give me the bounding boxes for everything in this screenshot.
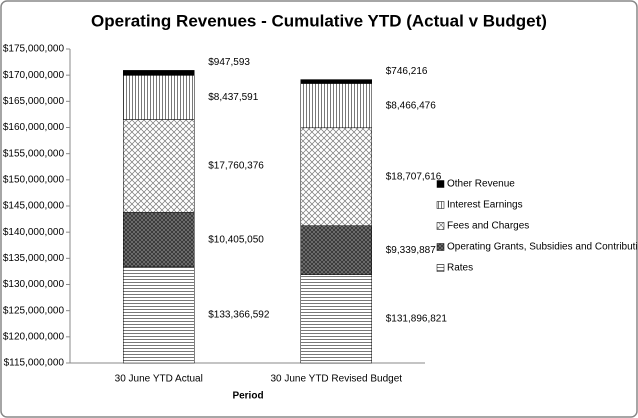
bar-segment [123, 75, 195, 120]
y-tick-label: $160,000,000 [3, 122, 65, 133]
legend-label: Interest Earnings [447, 200, 523, 211]
legend-label: Fees and Charges [447, 221, 529, 232]
bar-segment [300, 225, 372, 275]
y-tick-label: $125,000,000 [3, 305, 65, 316]
y-tick-label: $175,000,000 [3, 44, 65, 55]
y-tick-label: $150,000,000 [3, 174, 65, 185]
bar-segment [300, 274, 372, 364]
y-tick-label: $165,000,000 [3, 96, 65, 107]
y-tick-label: $135,000,000 [3, 253, 65, 264]
legend-label: Rates [447, 263, 473, 274]
bar-segment [123, 266, 195, 364]
bar-segment [300, 79, 372, 84]
x-tick-label: 30 June YTD Revised Budget [270, 374, 402, 385]
y-tick-label: $170,000,000 [3, 70, 65, 81]
y-tick-label: $145,000,000 [3, 201, 65, 212]
bar-segment [300, 83, 372, 129]
data-label: $8,466,476 [386, 100, 436, 111]
data-label: $18,707,616 [386, 171, 442, 182]
data-label: $8,437,591 [208, 92, 258, 103]
legend-swatch [436, 201, 445, 209]
legend-swatch [436, 264, 445, 272]
data-label: $746,216 [386, 66, 428, 77]
y-tick-label: $120,000,000 [3, 331, 65, 342]
y-tick-label: $155,000,000 [3, 148, 65, 159]
x-tick-label: 30 June YTD Actual [115, 374, 203, 385]
bar-segment [123, 70, 195, 76]
legend-swatch [436, 222, 445, 230]
data-label: $17,760,376 [208, 161, 264, 172]
data-label: $133,366,592 [208, 310, 270, 321]
legend-label: Other Revenue [447, 179, 515, 190]
data-label: $131,896,821 [386, 313, 448, 324]
bar-segment [300, 127, 372, 226]
data-label: $10,405,050 [208, 234, 264, 245]
data-label: $9,339,887 [386, 245, 436, 256]
x-axis-title: Period [232, 391, 263, 402]
legend-swatch [436, 180, 445, 188]
legend-swatch [436, 243, 445, 251]
y-tick-label: $130,000,000 [3, 279, 65, 290]
bar-segment [123, 212, 195, 268]
y-tick-label: $140,000,000 [3, 227, 65, 238]
data-label: $947,593 [208, 57, 250, 68]
y-tick-label: $115,000,000 [4, 358, 65, 369]
bar-segment [123, 119, 195, 213]
chart-title: Operating Revenues - Cumulative YTD (Act… [91, 11, 547, 30]
legend-label: Operating Grants, Subsidies and Contribu… [447, 242, 638, 253]
